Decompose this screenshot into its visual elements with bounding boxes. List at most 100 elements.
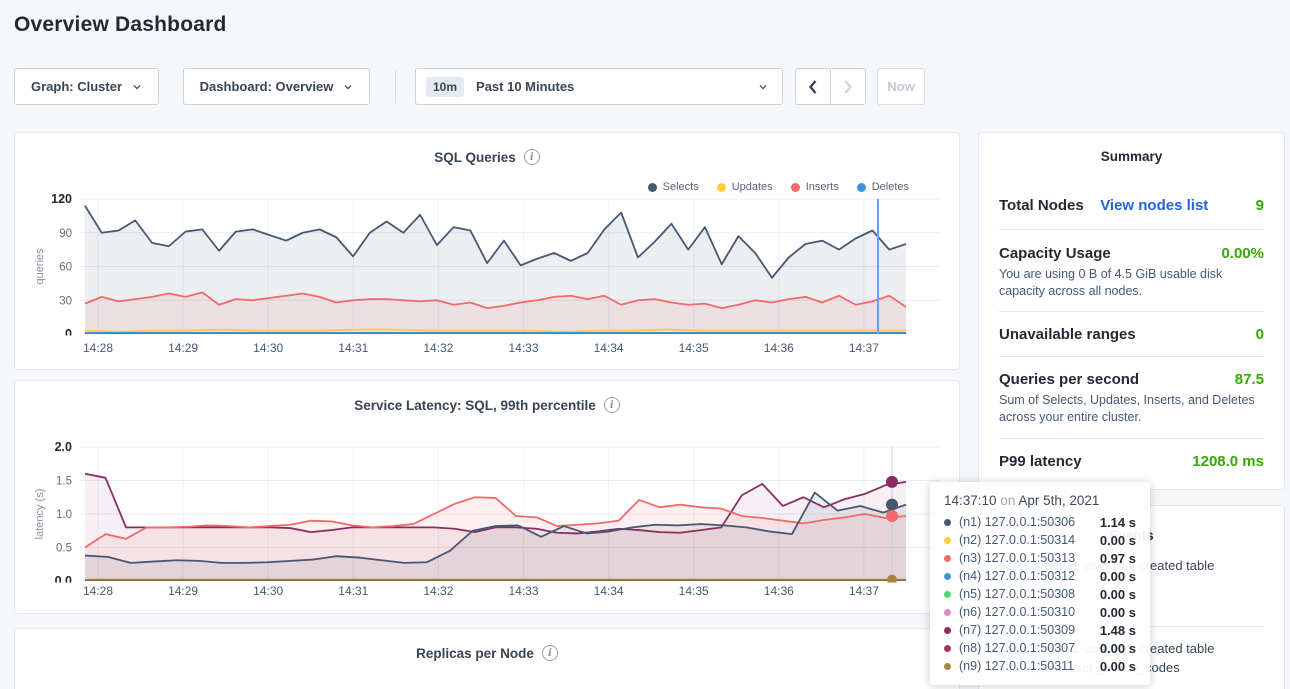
svg-text:1.5: 1.5 bbox=[56, 476, 72, 488]
capacity-label: Capacity Usage bbox=[999, 245, 1111, 262]
svg-text:30: 30 bbox=[59, 295, 72, 307]
svg-text:14:30: 14:30 bbox=[253, 584, 283, 598]
node-color-dot-icon bbox=[944, 609, 951, 616]
chevron-right-icon bbox=[843, 79, 853, 95]
total-nodes-value: 9 bbox=[1256, 197, 1264, 214]
svg-text:14:30: 14:30 bbox=[253, 341, 283, 355]
svg-text:14:33: 14:33 bbox=[508, 341, 538, 355]
svg-text:14:34: 14:34 bbox=[594, 341, 624, 355]
summary-heading: Summary bbox=[979, 149, 1284, 164]
service-latency-chart[interactable]: 0.00.51.01.52.0latency (s)14:2814:2914:3… bbox=[15, 381, 959, 617]
svg-text:60: 60 bbox=[59, 262, 72, 274]
svg-text:90: 90 bbox=[59, 228, 72, 240]
replicas-per-node-card: Replicas per Node i bbox=[14, 628, 960, 689]
tooltip-node-row: (n9) 127.0.0.1:503110.00 s bbox=[944, 657, 1136, 675]
sql-queries-card: SQL Queries i Selects Updates Inserts De… bbox=[14, 132, 960, 370]
node-color-dot-icon bbox=[944, 519, 951, 526]
summary-panel: Summary 9 Total Nodes View nodes list 0.… bbox=[978, 132, 1285, 490]
tooltip-node-row: (n8) 127.0.0.1:503070.00 s bbox=[944, 639, 1136, 657]
replicas-per-node-title: Replicas per Node bbox=[416, 646, 534, 661]
node-color-dot-icon bbox=[944, 591, 951, 598]
qps-value: 87.5 bbox=[1235, 371, 1264, 388]
time-range-selector[interactable]: 10m Past 10 Minutes bbox=[415, 68, 783, 105]
time-next-button[interactable] bbox=[830, 68, 866, 105]
p99-latency-label: P99 latency bbox=[999, 453, 1082, 470]
svg-text:14:31: 14:31 bbox=[338, 341, 368, 355]
node-color-dot-icon bbox=[944, 645, 951, 652]
svg-text:queries: queries bbox=[34, 248, 46, 285]
overview-dashboard-page: Overview Dashboard Graph: Cluster Dashbo… bbox=[0, 0, 1290, 689]
svg-text:0.5: 0.5 bbox=[56, 543, 72, 555]
divider bbox=[999, 438, 1264, 439]
qps-description: Sum of Selects, Updates, Inserts, and De… bbox=[999, 392, 1264, 426]
total-nodes-label: Total Nodes bbox=[999, 197, 1084, 214]
divider bbox=[999, 229, 1264, 230]
now-button-label: Now bbox=[887, 79, 914, 94]
unavailable-ranges-label: Unavailable ranges bbox=[999, 326, 1136, 343]
node-color-dot-icon bbox=[944, 555, 951, 562]
dashboard-overview-dropdown[interactable]: Dashboard: Overview bbox=[183, 68, 370, 105]
chevron-down-icon bbox=[132, 82, 142, 92]
toolbar-divider bbox=[395, 70, 396, 103]
latency-hover-tooltip: 14:37:10 on Apr 5th, 2021 (n1) 127.0.0.1… bbox=[930, 482, 1150, 685]
svg-text:14:31: 14:31 bbox=[338, 584, 368, 598]
summary-row-capacity: 0.00% Capacity Usage bbox=[999, 245, 1264, 263]
svg-text:120: 120 bbox=[51, 192, 72, 206]
tooltip-node-row: (n5) 127.0.0.1:503080.00 s bbox=[944, 585, 1136, 603]
svg-text:1.0: 1.0 bbox=[56, 509, 72, 521]
chevron-left-icon bbox=[808, 79, 818, 95]
tooltip-node-row: (n4) 127.0.0.1:503120.00 s bbox=[944, 567, 1136, 585]
svg-text:14:28: 14:28 bbox=[83, 341, 113, 355]
tooltip-node-row: (n3) 127.0.0.1:503130.97 s bbox=[944, 549, 1136, 567]
info-icon[interactable]: i bbox=[542, 645, 558, 661]
svg-text:14:28: 14:28 bbox=[83, 584, 113, 598]
time-range-label: Past 10 Minutes bbox=[476, 79, 758, 94]
tooltip-timestamp: 14:37:10 on Apr 5th, 2021 bbox=[944, 493, 1136, 508]
tooltip-node-row: (n1) 127.0.0.1:503061.14 s bbox=[944, 513, 1136, 531]
qps-label: Queries per second bbox=[999, 371, 1139, 388]
divider bbox=[999, 311, 1264, 312]
svg-text:latency (s): latency (s) bbox=[34, 489, 46, 540]
dashboard-dropdown-label: Dashboard: Overview bbox=[200, 79, 334, 94]
svg-text:2.0: 2.0 bbox=[55, 440, 72, 454]
graph-dropdown-label: Graph: Cluster bbox=[31, 79, 122, 94]
svg-text:14:35: 14:35 bbox=[679, 341, 709, 355]
svg-text:14:29: 14:29 bbox=[168, 341, 198, 355]
svg-text:14:36: 14:36 bbox=[764, 341, 794, 355]
summary-row-unavailable: 0 Unavailable ranges bbox=[999, 326, 1264, 344]
tooltip-node-row: (n6) 127.0.0.1:503100.00 s bbox=[944, 603, 1136, 621]
summary-row-p99: 1208.0 ms P99 latency bbox=[999, 453, 1264, 471]
tooltip-node-row: (n7) 127.0.0.1:503091.48 s bbox=[944, 621, 1136, 639]
chevron-down-icon bbox=[343, 82, 353, 92]
svg-text:14:32: 14:32 bbox=[423, 341, 453, 355]
svg-text:14:35: 14:35 bbox=[679, 584, 709, 598]
capacity-value: 0.00% bbox=[1221, 245, 1264, 262]
service-latency-card: Service Latency: SQL, 99th percentile i … bbox=[14, 380, 960, 614]
svg-text:14:36: 14:36 bbox=[764, 584, 794, 598]
view-nodes-list-link[interactable]: View nodes list bbox=[1100, 197, 1208, 214]
svg-text:14:34: 14:34 bbox=[594, 584, 624, 598]
node-color-dot-icon bbox=[944, 627, 951, 634]
node-color-dot-icon bbox=[944, 663, 951, 670]
svg-text:14:32: 14:32 bbox=[423, 584, 453, 598]
summary-row-qps: 87.5 Queries per second bbox=[999, 371, 1264, 389]
now-button[interactable]: Now bbox=[877, 68, 925, 105]
sql-queries-chart[interactable]: 0306090120queries14:2814:2914:3014:3114:… bbox=[15, 133, 959, 369]
svg-text:14:37: 14:37 bbox=[849, 584, 879, 598]
svg-text:14:37: 14:37 bbox=[849, 341, 879, 355]
time-range-badge: 10m bbox=[426, 77, 464, 97]
capacity-description: You are using 0 B of 4.5 GiB usable disk… bbox=[999, 266, 1264, 300]
unavailable-ranges-value: 0 bbox=[1256, 326, 1264, 343]
svg-text:14:33: 14:33 bbox=[508, 584, 538, 598]
graph-cluster-dropdown[interactable]: Graph: Cluster bbox=[14, 68, 159, 105]
summary-row-total-nodes: 9 Total Nodes View nodes list bbox=[999, 197, 1264, 215]
tooltip-node-row: (n2) 127.0.0.1:503140.00 s bbox=[944, 531, 1136, 549]
chevron-down-icon bbox=[758, 82, 768, 92]
page-title: Overview Dashboard bbox=[14, 13, 227, 37]
divider bbox=[999, 356, 1264, 357]
svg-text:14:29: 14:29 bbox=[168, 584, 198, 598]
node-color-dot-icon bbox=[944, 537, 951, 544]
node-color-dot-icon bbox=[944, 573, 951, 580]
time-prev-button[interactable] bbox=[795, 68, 831, 105]
p99-latency-value: 1208.0 ms bbox=[1192, 453, 1264, 470]
